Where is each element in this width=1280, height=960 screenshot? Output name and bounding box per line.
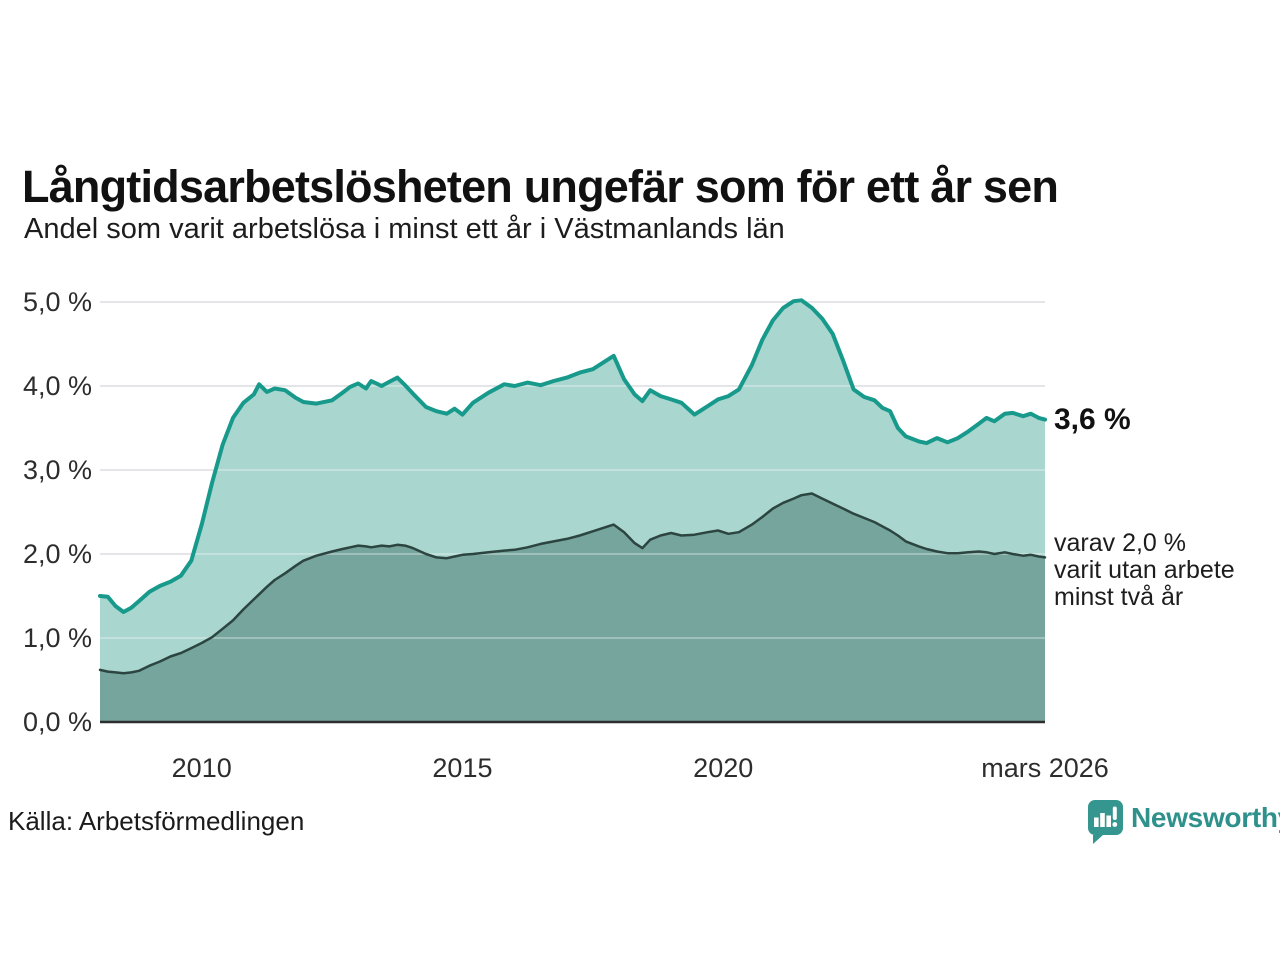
annotation-two-years-line1: varav 2,0 % bbox=[1054, 529, 1187, 557]
series-line-min-two-years bbox=[98, 492, 1047, 675]
x-tick-label: 2020 bbox=[693, 753, 753, 783]
x-tick-label: 2015 bbox=[432, 753, 492, 783]
value-label-latest: 3,6 % bbox=[1054, 403, 1131, 436]
source-label: Källa: Arbetsförmedlingen bbox=[8, 806, 305, 836]
x-tick-label: 2010 bbox=[172, 753, 232, 783]
newsworthy-logo: Newsworthy bbox=[1086, 799, 1280, 845]
annotation-two-years-line2: varit utan arbete bbox=[1054, 556, 1235, 584]
newsworthy-wordmark: Newsworthy bbox=[1131, 802, 1280, 833]
series-line-min-one-year bbox=[98, 298, 1047, 614]
y-tick-label: 4,0 % bbox=[23, 371, 92, 401]
y-tick-label: 1,0 % bbox=[23, 623, 92, 653]
annotation-two-years: varav 2,0 % varit utan arbete minst två … bbox=[1054, 530, 1235, 611]
y-tick-label: 5,0 % bbox=[23, 287, 92, 317]
annotation-two-years-line3: minst två år bbox=[1054, 583, 1184, 611]
x-tick-label: mars 2026 bbox=[981, 753, 1109, 783]
chart-subtitle: Andel som varit arbetslösa i minst ett å… bbox=[24, 213, 785, 245]
chart-title: Långtidsarbetslösheten ungefär som för e… bbox=[22, 161, 1059, 213]
y-tick-label: 0,0 % bbox=[23, 707, 92, 737]
y-tick-label: 2,0 % bbox=[23, 539, 92, 569]
newsworthy-bubble-chart-icon bbox=[1088, 800, 1123, 844]
y-tick-label: 3,0 % bbox=[23, 455, 92, 485]
